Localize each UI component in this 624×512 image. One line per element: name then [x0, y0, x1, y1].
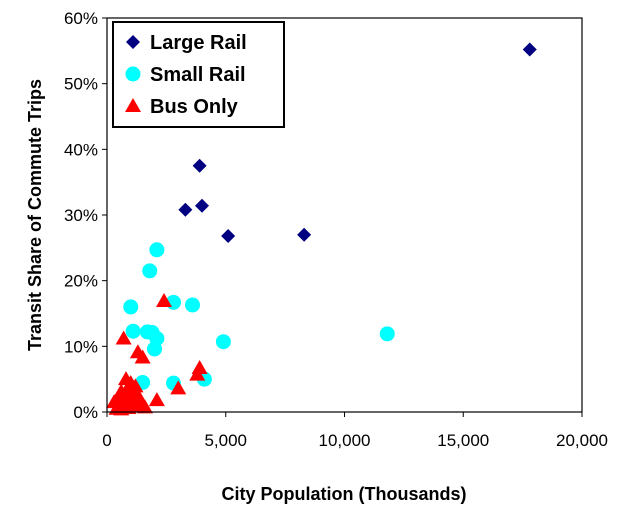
y-tick-label: 20%	[64, 272, 98, 291]
x-tick-label: 5,000	[204, 431, 247, 450]
legend-box	[112, 21, 285, 128]
data-point-triangle	[115, 330, 132, 345]
data-point-diamond	[178, 202, 193, 217]
legend-marker-diamond	[126, 35, 140, 49]
data-point-circle	[185, 297, 200, 313]
y-tick-label: 50%	[64, 75, 98, 94]
data-point-diamond	[221, 229, 236, 244]
y-axis-title: Transit Share of Commute Trips	[25, 79, 45, 351]
data-point-diamond	[195, 198, 209, 213]
legend-label: Bus Only	[150, 96, 239, 118]
y-tick-label: 0%	[73, 403, 98, 422]
y-axis-ticks: 0% 10% 20% 30% 40% 50% 60%	[64, 9, 107, 422]
data-point-triangle	[189, 366, 206, 381]
data-point-diamond	[522, 42, 537, 57]
data-point-triangle	[137, 399, 153, 414]
data-points	[106, 42, 537, 416]
data-point-diamond	[192, 158, 207, 173]
y-tick-label: 60%	[64, 9, 98, 28]
data-point-circle	[149, 242, 165, 258]
data-point-diamond	[297, 227, 312, 242]
data-point-triangle	[120, 400, 137, 415]
data-point-triangle	[170, 380, 187, 395]
plot-area-frame	[106, 17, 583, 413]
x-axis-ticks: 0 5,000 10,000 15,000 20,000	[102, 412, 608, 450]
x-tick-label: 0	[102, 431, 111, 450]
y-tick-label: 10%	[64, 337, 98, 356]
legend-marker-circle	[125, 66, 141, 82]
data-point-circle	[125, 323, 141, 339]
x-tick-label: 20,000	[556, 431, 608, 450]
data-point-triangle	[156, 293, 172, 308]
data-point-triangle	[148, 392, 165, 407]
data-point-circle	[215, 334, 231, 350]
legend: Large Rail Small Rail Bus Only	[112, 21, 285, 128]
y-tick-label: 40%	[64, 140, 98, 159]
data-point-circle	[147, 341, 162, 357]
data-point-triangle	[134, 349, 151, 364]
x-axis-title: City Population (Thousands)	[222, 484, 467, 504]
x-tick-label: 15,000	[437, 431, 489, 450]
x-tick-label: 10,000	[319, 431, 371, 450]
y-tick-label: 30%	[64, 206, 98, 225]
data-point-circle	[142, 263, 158, 279]
legend-marker-triangle	[125, 98, 141, 112]
data-point-circle	[123, 299, 139, 315]
data-point-circle	[379, 326, 395, 342]
legend-label: Large Rail	[150, 32, 247, 54]
legend-label: Small Rail	[150, 64, 246, 86]
